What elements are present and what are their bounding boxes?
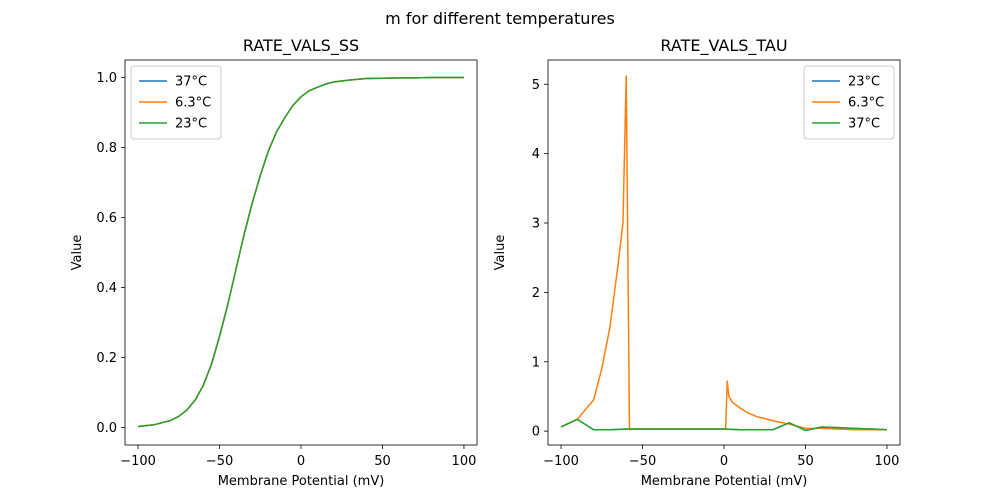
y-tick-label: 3: [532, 217, 540, 232]
x-tick-label: 100: [452, 454, 477, 469]
panel-title: RATE_VALS_TAU: [660, 36, 787, 56]
y-tick-label: 0.6: [96, 211, 117, 226]
x-tick-label: 50: [797, 454, 814, 469]
x-tick-label: 50: [374, 454, 391, 469]
legend-label: 37°C: [848, 117, 880, 132]
y-tick-label: 0.4: [96, 281, 117, 296]
x-axis-label: Membrane Potential (mV): [641, 474, 808, 489]
legend-label: 23°C: [848, 75, 880, 90]
legend: 37°C 6.3°C 23°C: [130, 65, 222, 140]
y-tick-label: 0.8: [96, 141, 117, 156]
x-tick-label: −100: [120, 454, 156, 469]
series-lines: [137, 76, 464, 428]
x-tick-label: 0: [720, 454, 728, 469]
x-tick-label: 100: [875, 454, 900, 469]
x-axis-label: Membrane Potential (mV): [218, 474, 385, 489]
y-tick-label: 5: [532, 78, 540, 93]
y-tick-label: 1.0: [96, 71, 117, 86]
series-line-37-c: [560, 418, 887, 432]
x-tick-label: −100: [543, 454, 579, 469]
y-axis-label: Value: [493, 235, 508, 271]
panel-rate-vals-ss: RATE_VALS_SS −100 −50 0 50 100 0.0 0.2 0.4 0.6 0.8…: [70, 36, 478, 489]
legend: 23°C 6.3°C 37°C: [803, 65, 895, 140]
y-axis-label: Value: [70, 235, 85, 271]
panel-rate-vals-tau: RATE_VALS_TAU −100 −50 0 50 100 0 1 2 3 4 5 Membrane…: [493, 36, 901, 489]
legend-label: 23°C: [175, 117, 207, 132]
y-tick-label: 0.0: [96, 421, 117, 436]
y-tick-label: 1: [532, 355, 540, 370]
x-tick-label: −50: [206, 454, 233, 469]
y-tick-label: 0.2: [96, 351, 117, 366]
panel-title: RATE_VALS_SS: [243, 36, 359, 56]
y-tick-label: 2: [532, 286, 540, 301]
legend-box: [803, 65, 895, 140]
series-lines: [560, 75, 887, 432]
legend-label: 37°C: [175, 75, 207, 90]
series-line-23-c: [137, 76, 464, 428]
x-tick-label: −50: [629, 454, 656, 469]
y-tick-label: 0: [532, 425, 540, 440]
legend-box: [130, 65, 222, 140]
figure-title: m for different temperatures: [385, 9, 615, 28]
legend-label: 6.3°C: [848, 96, 884, 111]
x-tick-label: 0: [297, 454, 305, 469]
y-tick-label: 4: [532, 147, 540, 162]
legend-label: 6.3°C: [175, 96, 211, 111]
